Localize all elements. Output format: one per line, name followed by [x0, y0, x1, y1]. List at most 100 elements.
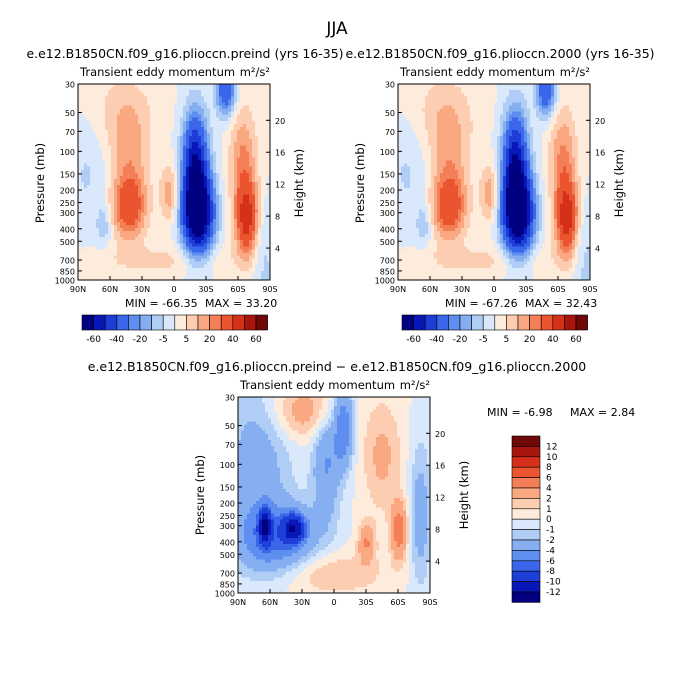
field-cell — [240, 105, 244, 109]
field-cell — [123, 154, 127, 158]
field-cell — [153, 206, 157, 211]
field-cell — [138, 249, 142, 253]
field-cell — [171, 252, 175, 256]
field-cell — [201, 105, 205, 109]
field-cell — [156, 133, 160, 137]
field-cell — [581, 90, 585, 94]
field-cell — [195, 246, 199, 250]
field-cell — [437, 114, 441, 119]
field-cell — [171, 267, 175, 272]
field-cell — [180, 169, 184, 174]
field-cell — [84, 84, 88, 88]
field-cell — [222, 114, 226, 119]
field-cell — [168, 99, 172, 103]
field-cell — [147, 215, 151, 220]
field-cell — [464, 114, 468, 119]
field-cell — [222, 160, 226, 165]
field-cell — [99, 240, 103, 244]
field-cell — [150, 267, 154, 272]
field-cell — [183, 221, 187, 226]
field-cell — [255, 129, 259, 134]
field-cell — [255, 276, 259, 281]
field-cell — [485, 90, 489, 94]
field-cell — [99, 200, 103, 204]
field-cell — [195, 197, 199, 201]
field-cell — [105, 105, 109, 109]
field-cell — [497, 90, 501, 94]
field-cell — [117, 123, 121, 128]
field-cell — [99, 209, 103, 214]
field-cell — [560, 111, 564, 116]
field-cell — [168, 203, 172, 207]
field-cell — [267, 136, 271, 140]
field-cell — [234, 123, 238, 128]
field-cell — [246, 240, 250, 244]
field-cell — [207, 154, 211, 158]
field-cell — [174, 231, 178, 235]
field-cell — [518, 117, 522, 122]
field-cell — [120, 163, 124, 168]
field-cell — [264, 206, 268, 211]
field-cell — [428, 117, 432, 122]
field-cell — [81, 148, 85, 152]
field-cell — [506, 114, 510, 119]
field-cell — [222, 182, 226, 186]
field-cell — [174, 139, 178, 143]
field-cell — [171, 185, 175, 189]
field-cell — [186, 267, 190, 272]
field-cell — [449, 102, 453, 106]
field-cell — [267, 142, 271, 146]
field-cell — [135, 209, 139, 214]
field-cell — [213, 96, 217, 100]
field-cell — [150, 108, 154, 113]
field-cell — [87, 84, 91, 88]
field-cell — [533, 99, 537, 103]
field-cell — [563, 111, 567, 116]
field-cell — [156, 264, 160, 269]
field-cell — [102, 249, 106, 253]
field-cell — [228, 227, 232, 232]
field-cell — [99, 114, 103, 119]
field-cell — [584, 90, 588, 94]
field-cell — [234, 114, 238, 119]
field-cell — [219, 157, 223, 162]
field-cell — [81, 243, 85, 247]
field-cell — [114, 129, 118, 134]
field-cell — [180, 126, 184, 131]
field-cell — [129, 136, 133, 140]
field-cell — [123, 123, 127, 128]
field-cell — [228, 218, 232, 223]
field-cell — [153, 194, 157, 198]
field-cell — [141, 206, 145, 211]
field-cell — [81, 182, 85, 186]
field-cell — [228, 209, 232, 214]
field-cell — [201, 136, 205, 140]
field-cell — [81, 203, 85, 207]
field-cell — [228, 270, 232, 275]
field-cell — [78, 218, 82, 223]
field-cell — [225, 111, 229, 116]
field-cell — [162, 129, 166, 134]
field-cell — [416, 99, 420, 103]
field-cell — [96, 267, 100, 272]
field-cell — [192, 151, 196, 155]
field-cell — [123, 120, 127, 125]
field-cell — [93, 261, 97, 266]
field-cell — [207, 252, 211, 256]
field-cell — [258, 194, 262, 198]
field-cell — [216, 123, 220, 128]
field-cell — [147, 249, 151, 253]
field-cell — [159, 157, 163, 162]
field-cell — [210, 108, 214, 113]
field-cell — [183, 93, 187, 97]
field-cell — [473, 84, 477, 88]
field-cell — [210, 169, 214, 174]
field-cell — [132, 133, 136, 137]
field-cell — [183, 145, 187, 149]
field-cell — [84, 261, 88, 266]
field-cell — [267, 90, 271, 94]
field-cell — [482, 114, 486, 119]
field-cell — [189, 224, 193, 229]
field-cell — [156, 270, 160, 275]
field-cell — [99, 102, 103, 106]
